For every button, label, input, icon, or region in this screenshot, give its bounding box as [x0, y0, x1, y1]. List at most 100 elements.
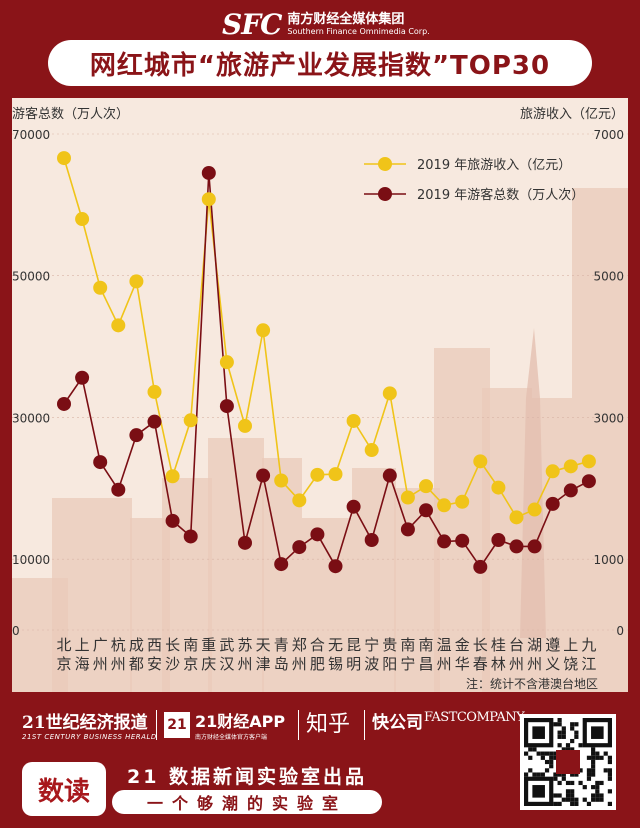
qr-module — [557, 793, 562, 798]
series-lines — [63, 157, 590, 569]
qr-module — [544, 759, 550, 765]
qr-module — [549, 764, 554, 769]
qr-module — [570, 793, 575, 798]
qr-center-logo — [556, 750, 580, 774]
category-label: 成都 — [129, 636, 144, 673]
qr-module — [528, 755, 533, 760]
qr-module — [549, 751, 554, 756]
brand-21app: 21 21财经APP 南方财经全媒体官方客户端 — [164, 708, 285, 741]
qr-module — [557, 772, 562, 777]
series-points — [57, 151, 596, 574]
left-tick-label: 50000 — [12, 270, 50, 284]
income-point — [545, 464, 560, 479]
visitors-point — [75, 370, 90, 385]
category-label: 北京 — [56, 636, 71, 673]
qr-module — [528, 747, 533, 752]
brand-separator — [298, 710, 299, 740]
income-point — [274, 473, 289, 488]
left-axis-label: 游客总数（万人次） — [12, 106, 129, 122]
visitors-point — [455, 533, 470, 548]
qr-module — [544, 768, 550, 773]
visitors-point — [238, 535, 252, 550]
qr-module — [570, 797, 575, 802]
right-tick-label: 3000 — [593, 411, 624, 425]
qr-module — [591, 747, 596, 752]
income-point — [527, 502, 542, 517]
qr-code — [520, 714, 616, 810]
category-label: 遵义 — [545, 636, 560, 673]
income-point — [310, 467, 325, 482]
qr-module — [557, 722, 562, 727]
visitors-point — [581, 474, 596, 489]
right-tick-label: 0 — [616, 624, 624, 638]
qr-module — [557, 718, 562, 723]
qr-module — [607, 759, 612, 765]
right-axis-label: 旅游收入（亿元） — [520, 107, 624, 122]
visitors-point — [274, 557, 289, 572]
title-box: 网红城市“旅游产业发展指数”TOP30 — [48, 40, 592, 86]
income-point — [400, 490, 415, 505]
qr-module — [574, 797, 579, 802]
qr-module — [553, 801, 558, 806]
qr-module — [591, 797, 596, 802]
visitors-point — [400, 522, 415, 537]
category-label: 西安 — [147, 636, 162, 673]
category-label: 青岛 — [274, 636, 289, 673]
qr-module — [544, 751, 550, 756]
qr-module — [570, 722, 575, 727]
income-point — [256, 323, 271, 338]
category-label: 台州 — [509, 636, 524, 673]
badge-text: 数读 — [37, 776, 90, 807]
qr-module — [532, 772, 537, 777]
background-building — [434, 348, 490, 692]
category-labels: 北京上海广州杭州成都西安长沙南京重庆武汉苏州天津青岛郑州合肥无锡昆明宁波贵阳南宁… — [56, 636, 596, 673]
qr-module — [561, 776, 566, 781]
qr-module — [549, 759, 554, 765]
category-label: 宁波 — [364, 636, 379, 673]
qr-module — [561, 730, 566, 735]
qr-module — [591, 759, 596, 765]
category-label: 郑州 — [292, 636, 307, 673]
visitors-point — [473, 559, 488, 574]
income-point — [129, 274, 144, 289]
left-tick-label: 0 — [12, 624, 20, 638]
qr-module — [540, 772, 545, 777]
qr-module — [553, 776, 558, 781]
logo-cn: 南方财经全媒体集团 — [287, 11, 405, 27]
qr-module — [595, 789, 600, 794]
visitors-point — [57, 396, 71, 411]
qr-module — [574, 772, 579, 777]
qr-module — [570, 772, 575, 777]
brand-21cbh-en: 21ST CENTURY BUSINESS HERALD — [22, 733, 157, 741]
qr-module — [591, 768, 596, 773]
qr-module — [561, 772, 566, 777]
qr-module — [574, 722, 579, 727]
qr-module — [603, 768, 608, 773]
income-point — [473, 454, 488, 469]
visitors-point — [183, 529, 198, 544]
visitors-point — [419, 503, 433, 518]
qr-finder-core — [532, 785, 545, 798]
category-label: 武汉 — [219, 636, 234, 673]
qr-module — [607, 772, 612, 777]
income-point — [147, 384, 162, 399]
qr-finder-core — [532, 726, 545, 739]
visitors-point — [382, 468, 397, 483]
category-label: 贵阳 — [382, 636, 397, 673]
qr-module — [591, 751, 596, 756]
left-tick-label: 70000 — [12, 128, 50, 142]
qr-module — [536, 751, 541, 756]
page-title: 网红城市“旅游产业发展指数”TOP30 — [89, 50, 551, 81]
qr-module — [591, 785, 596, 790]
chart-svg: 游客总数（万人次） 旅游收入（亿元） 700005000030000100000… — [12, 106, 628, 692]
qr-module — [565, 743, 571, 748]
income-point — [201, 192, 216, 207]
visitors-point — [256, 468, 271, 483]
qr-module — [561, 797, 566, 802]
category-label: 九江 — [581, 636, 596, 673]
category-label: 长春 — [473, 636, 488, 673]
qr-module — [595, 751, 600, 756]
qr-module — [553, 755, 558, 760]
visitors-point — [111, 482, 126, 497]
income-point — [328, 467, 343, 482]
